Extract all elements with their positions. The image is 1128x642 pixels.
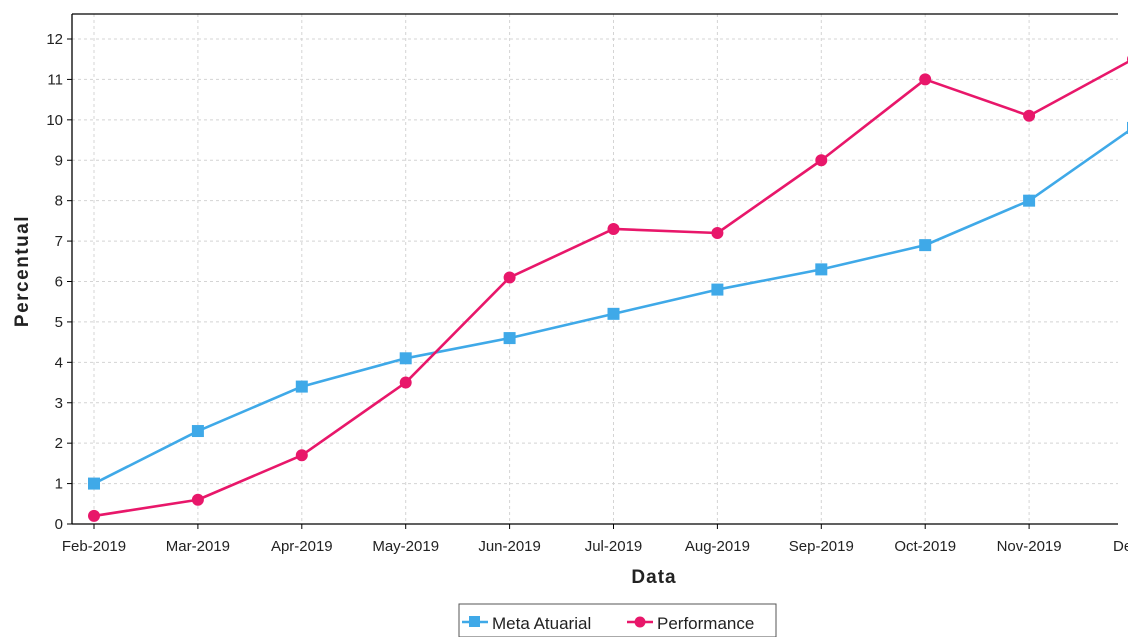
data-point-meta-atuarial [399, 352, 412, 365]
legend-marker-performance [634, 616, 646, 628]
data-point-performance [919, 73, 932, 86]
y-tick-label: 5 [55, 314, 63, 331]
y-tick-label: 7 [55, 233, 63, 250]
data-point-meta-atuarial [607, 307, 620, 320]
x-tick-label: May-2019 [372, 538, 439, 555]
data-point-meta-atuarial [919, 239, 932, 252]
axis-layer [71, 13, 1118, 525]
data-point-meta-atuarial [1023, 194, 1036, 207]
y-tick-label: 2 [55, 435, 63, 452]
grid-layer [72, 14, 1118, 524]
x-axis-title: Data [631, 567, 676, 588]
data-point-performance [295, 449, 308, 462]
series-performance [88, 55, 1128, 522]
x-tick-label: Feb-2019 [62, 538, 126, 555]
y-tick-label: 6 [55, 274, 63, 291]
x-tick-label: Aug-2019 [685, 538, 750, 555]
series-line-meta-atuarial [93, 129, 1128, 485]
x-tick-label: Sep-2019 [789, 538, 854, 555]
x-tick-label: Dec-2 [1113, 538, 1128, 555]
data-point-performance [607, 222, 620, 235]
data-point-performance [191, 493, 204, 506]
data-point-performance [503, 271, 516, 284]
legend: Meta Atuarial Performance [458, 603, 777, 638]
y-tick-label: 11 [47, 71, 63, 88]
x-tick-label: Mar-2019 [166, 538, 230, 555]
y-tick-label: 8 [55, 193, 63, 210]
data-point-meta-atuarial [295, 380, 308, 393]
legend-marker-meta-atuarial [469, 616, 480, 627]
data-point-performance [399, 376, 412, 389]
x-tick-label: Apr-2019 [271, 538, 333, 555]
data-point-meta-atuarial [503, 332, 516, 345]
y-tick-label: 4 [55, 354, 63, 371]
x-tick-label: Nov-2019 [997, 538, 1062, 555]
legend-label-performance: Performance [657, 614, 754, 633]
y-axis-title: Percentual [12, 215, 33, 327]
data-point-performance [815, 154, 828, 167]
data-point-meta-atuarial [191, 425, 204, 438]
data-point-performance [1023, 109, 1036, 122]
data-point-meta-atuarial [815, 263, 828, 276]
series-layer [88, 55, 1128, 522]
series-meta-atuarial [88, 121, 1128, 490]
x-tick-label: Oct-2019 [894, 538, 956, 555]
legend-box [458, 603, 777, 638]
y-tick-label: 12 [46, 31, 63, 48]
y-tick-label: 0 [55, 516, 63, 533]
legend-label-meta-atuarial: Meta Atuarial [492, 614, 591, 633]
series-line-performance [93, 60, 1128, 518]
y-tick-label: 3 [55, 395, 63, 412]
y-tick-label: 10 [46, 112, 63, 129]
data-point-performance [711, 227, 724, 239]
data-point-performance [88, 509, 100, 522]
x-tick-label: Jun-2019 [478, 538, 541, 555]
y-tick-label: 9 [55, 152, 63, 169]
data-point-meta-atuarial [711, 283, 724, 296]
x-tick-label: Jul-2019 [585, 538, 643, 555]
data-point-meta-atuarial [88, 477, 100, 490]
y-tick-label: 1 [55, 476, 63, 493]
